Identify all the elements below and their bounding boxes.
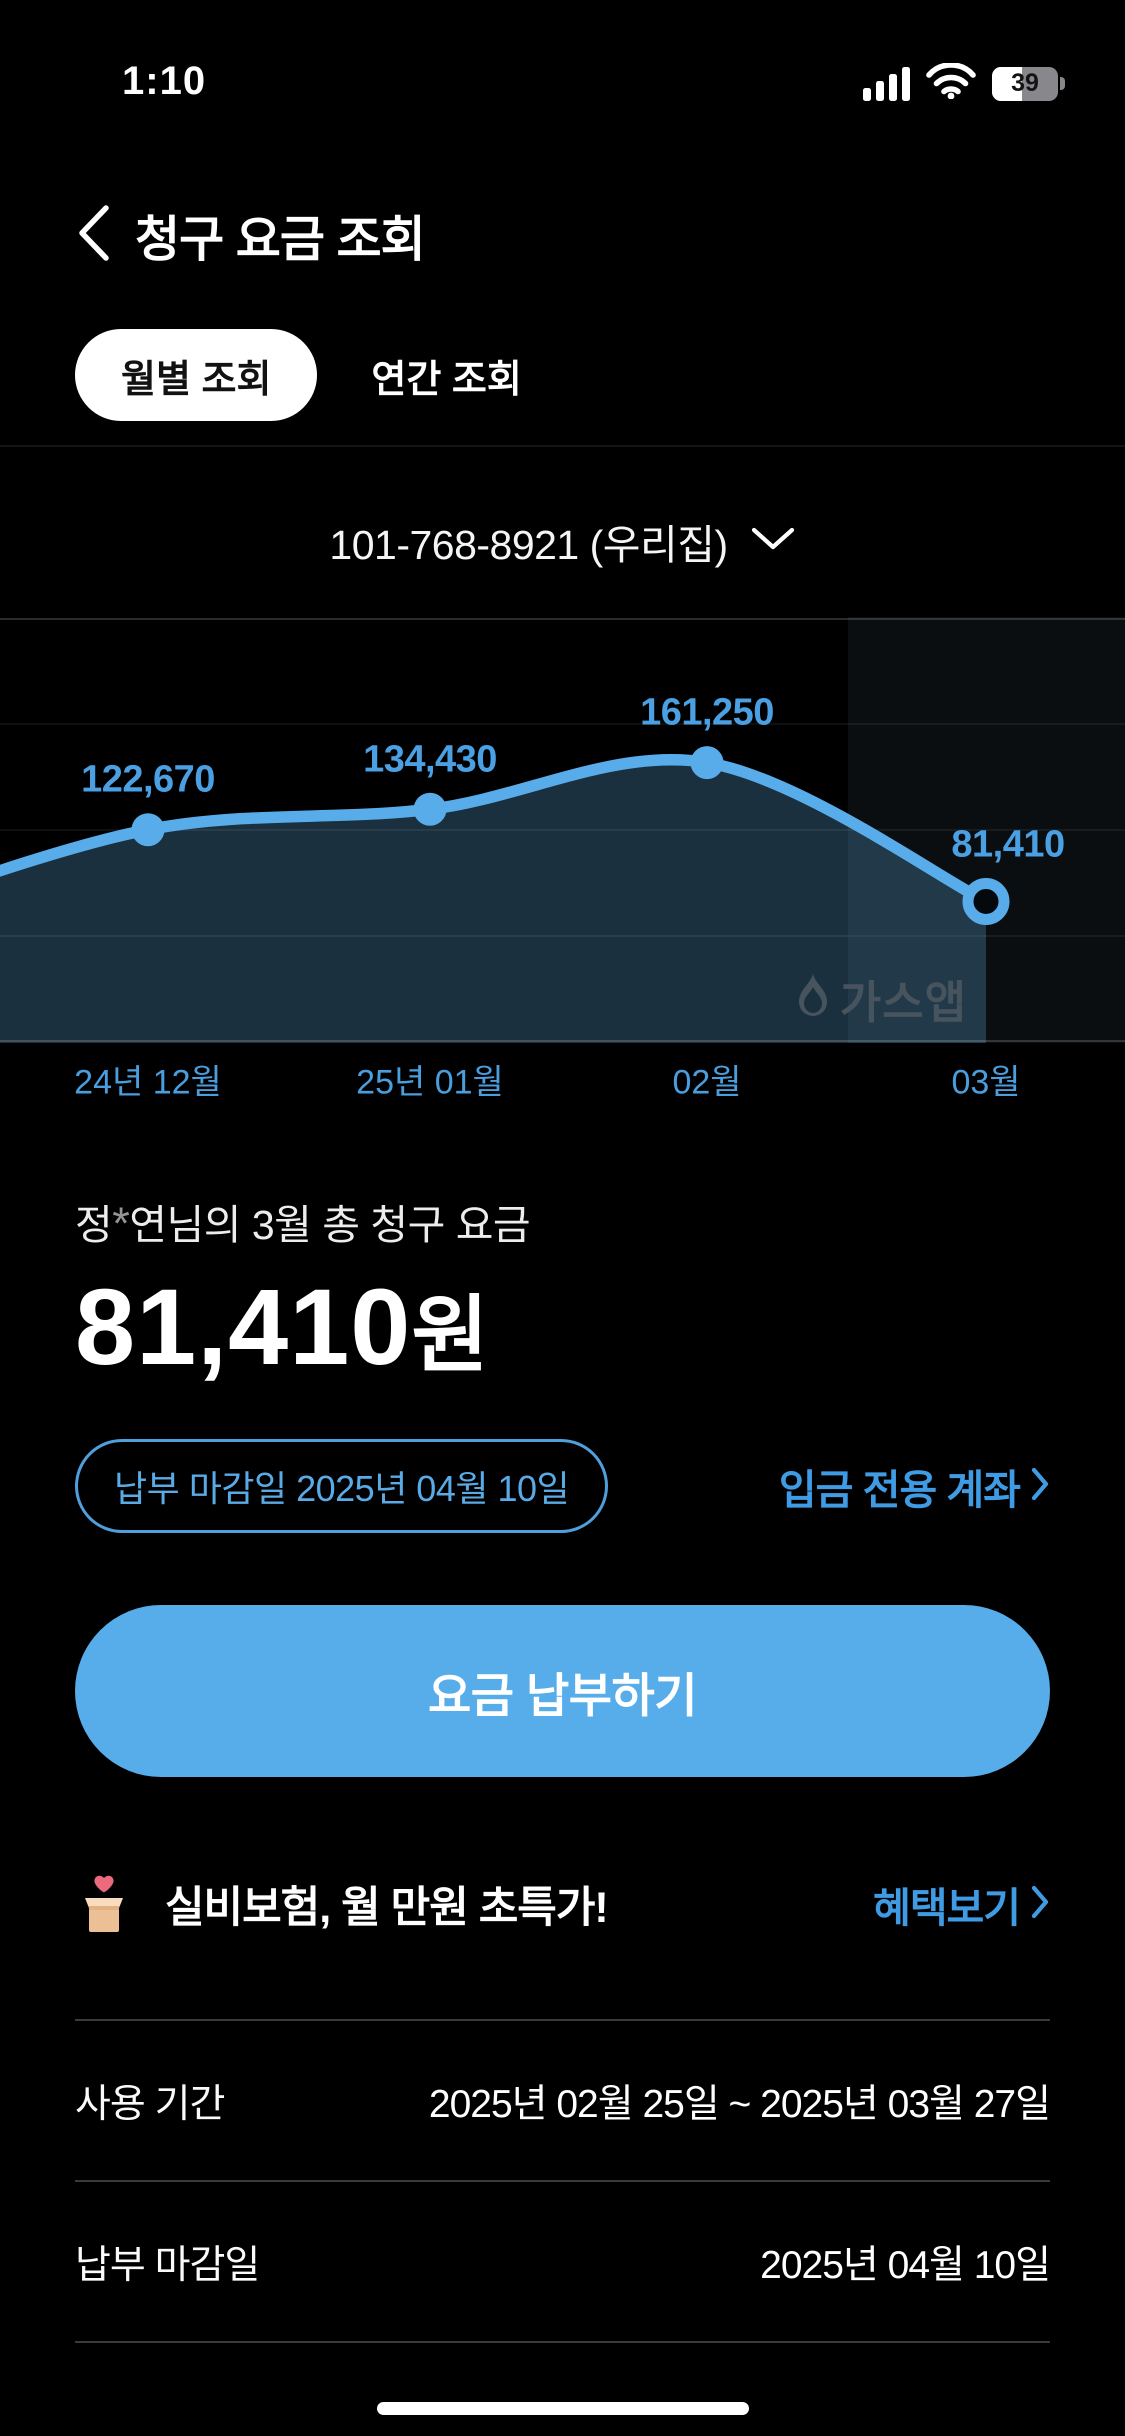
due-date-badge-label: 납부 마감일 2025년 04월 10일	[114, 1468, 570, 1510]
chevron-down-icon	[750, 526, 796, 557]
detail-label: 사용 기간	[75, 2082, 225, 2126]
tab-yearly-label: 연간 조회	[371, 358, 522, 401]
pay-bill-button[interactable]: 요금 납부하기	[75, 1605, 1050, 1778]
total-amount: 81,410원	[75, 1265, 1050, 1389]
battery-icon: 39	[992, 66, 1065, 101]
home-indicator[interactable]	[376, 2402, 749, 2415]
clock: 1:10	[122, 59, 207, 103]
chart-point	[131, 813, 165, 847]
highlight-band	[848, 617, 1125, 1043]
line-chart: 122,670 134,430 161,250 81,410	[0, 617, 1125, 1043]
deposit-account-link[interactable]: 입금 전용 계좌	[779, 1456, 1050, 1516]
chart-value-label: 161,250	[640, 692, 774, 734]
x-axis-labels: 24년 12월 25년 01월 02월 03월	[0, 1043, 1125, 1109]
chevron-right-icon	[1030, 1466, 1050, 1507]
tab-monthly-label: 월별 조회	[121, 358, 272, 401]
amount-value: 81,410	[75, 1266, 412, 1387]
deposit-account-link-label: 입금 전용 계좌	[778, 1467, 1021, 1514]
view-tabs: 월별 조회 연간 조회	[75, 329, 1050, 421]
pay-bill-button-label: 요금 납부하기	[428, 1668, 698, 1722]
account-selector[interactable]: 101-768-8921 (우리집)	[0, 511, 1125, 571]
chevron-right-icon	[1030, 1884, 1050, 1925]
promo-benefits-link-label: 혜택보기	[873, 1885, 1021, 1932]
tab-yearly[interactable]: 연간 조회	[365, 329, 527, 421]
detail-label: 납부 마감일	[75, 2243, 260, 2287]
status-bar: 1:10 39	[0, 0, 1125, 112]
promo-benefits-link[interactable]: 혜택보기	[873, 1874, 1050, 1934]
promo-banner[interactable]: 실비보험, 월 만원 초특가! 혜택보기	[75, 1873, 1050, 1935]
owner-line: 정*연님의 3월 총 청구 요금	[75, 1191, 1050, 1251]
billing-chart: 122,670 134,430 161,250 81,410 24년 12월 25년 0…	[0, 617, 1125, 1109]
chart-value-label: 134,430	[363, 738, 497, 780]
cellular-signal-icon	[863, 66, 910, 101]
chart-value-label: 122,670	[81, 759, 215, 801]
watermark-label: 가스앱	[839, 977, 967, 1028]
detail-row-due-date: 납부 마감일 2025년 04월 10일	[75, 2180, 1051, 2344]
owner-masked-char: *	[112, 1198, 130, 1249]
chevron-left-icon	[75, 203, 111, 268]
x-axis-label: 03월	[951, 1063, 1021, 1102]
x-axis-label: 25년 01월	[356, 1063, 504, 1102]
owner-suffix: 연님의 3월 총 청구 요금	[129, 1202, 531, 1248]
chart-point	[413, 792, 447, 826]
tab-monthly[interactable]: 월별 조회	[75, 329, 318, 421]
billing-details: 사용 기간 2025년 02월 25일 ~ 2025년 03월 27일 납부 마…	[75, 2019, 1051, 2344]
battery-percent: 39	[1011, 69, 1039, 97]
page-title: 청구 요금 조회	[135, 213, 426, 267]
chart-value-label: 81,410	[951, 823, 1064, 865]
chart-point-highlighted	[962, 877, 1010, 925]
flame-icon	[796, 973, 830, 1024]
promo-text: 실비보험, 월 만원 초특가!	[165, 1884, 609, 1933]
account-number: 101-768-8921 (우리집)	[329, 522, 728, 568]
watermark: 가스앱	[796, 966, 967, 1031]
detail-value: 2025년 04월 10일	[760, 2243, 1051, 2287]
divider	[0, 445, 1125, 447]
due-row: 납부 마감일 2025년 04월 10일 입금 전용 계좌	[75, 1439, 1050, 1534]
chart-point	[690, 746, 724, 780]
x-axis-label: 24년 12월	[74, 1063, 222, 1102]
detail-value: 2025년 02월 25일 ~ 2025년 03월 27일	[428, 2082, 1051, 2126]
wifi-icon	[926, 62, 976, 104]
back-button[interactable]	[75, 203, 111, 268]
x-axis-label: 02월	[672, 1063, 742, 1102]
detail-row-usage-period: 사용 기간 2025년 02월 25일 ~ 2025년 03월 27일	[75, 2019, 1051, 2180]
due-date-badge: 납부 마감일 2025년 04월 10일	[75, 1439, 609, 1534]
page-header: 청구 요금 조회	[75, 200, 1050, 271]
amount-unit: 원	[411, 1288, 490, 1382]
owner-prefix: 정	[75, 1202, 113, 1248]
chart-area-fill	[0, 759, 986, 1043]
gift-box-heart-icon	[75, 1874, 133, 1934]
